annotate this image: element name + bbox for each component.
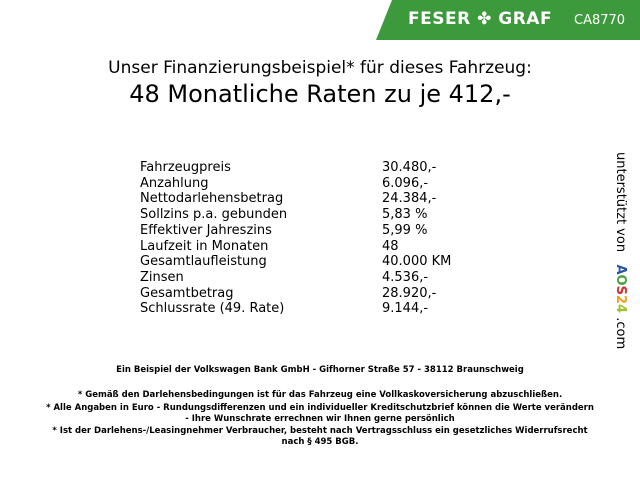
- row-value: 5,99 %: [382, 222, 428, 238]
- row-label: Anzahlung: [140, 175, 209, 191]
- supported-by: unterstützt von AOS24 .com: [613, 152, 628, 349]
- row-value: 28.920,-: [382, 285, 437, 301]
- table-row: Fahrzeugpreis 30.480,-: [140, 160, 451, 176]
- row-label: Gesamtbetrag: [140, 285, 234, 301]
- row-label: Sollzins p.a. gebunden: [140, 207, 288, 223]
- table-row: Laufzeit in Monaten 48: [140, 239, 451, 255]
- row-value: 5,83 %: [382, 207, 428, 223]
- table-row: Effektiver Jahreszins 5,99 %: [140, 223, 451, 239]
- row-label: Schlussrate (49. Rate): [140, 301, 285, 317]
- table-row: Sollzins p.a. gebunden 5,83 %: [140, 207, 451, 223]
- finance-table: Fahrzeugpreis 30.480,- Anzahlung 6.096,- Net…: [140, 160, 451, 317]
- row-label: Nettodarlehensbetrag: [140, 191, 284, 207]
- note-3a: * Ist der Darlehens-/Leasingnehmer Verbr…: [52, 426, 588, 436]
- table-row: Gesamtlaufleistung 40.000 KM: [140, 254, 451, 270]
- header-banner: [376, 0, 640, 40]
- row-label: Fahrzeugpreis: [140, 160, 231, 175]
- table-row: Nettodarlehensbetrag 24.384,-: [140, 191, 451, 207]
- aos24-logo: AOS24: [613, 264, 628, 314]
- row-value: 40.000 KM: [382, 254, 452, 270]
- brand-logo: FESER ✤ GRAF: [408, 9, 553, 29]
- note-3b: nach § 495 BGB.: [281, 437, 359, 447]
- row-label: Effektiver Jahreszins: [140, 222, 272, 238]
- row-label: Laufzeit in Monaten: [140, 238, 269, 254]
- note-1: * Gemäß den Darlehensbedingungen ist für…: [77, 390, 563, 400]
- title: Unser Finanzierungsbeispiel* für dieses …: [108, 58, 532, 78]
- row-value: 9.144,-: [382, 301, 429, 317]
- row-label: Zinsen: [140, 269, 184, 285]
- table-row: Schlussrate (49. Rate) 9.144,-: [140, 301, 451, 317]
- row-value: 4.536,-: [382, 269, 429, 285]
- table-row: Zinsen 4.536,-: [140, 270, 451, 286]
- row-value: 6.096,-: [382, 175, 429, 191]
- note-2b: - Ihre Wunschrate errechnen wir Ihnen ge…: [185, 414, 455, 424]
- supported-by-text: unterstützt von: [613, 152, 628, 253]
- row-label: Gesamtlaufleistung: [140, 254, 267, 270]
- domain-text: .com: [613, 317, 628, 350]
- row-value: 48: [382, 238, 399, 254]
- table-row: Anzahlung 6.096,-: [140, 176, 451, 192]
- rate-headline: 48 Monatliche Raten zu je 412,-: [129, 80, 511, 108]
- table-row: Gesamtbetrag 28.920,-: [140, 286, 451, 302]
- note-2a: * Alle Angaben in Euro - Rundungsdiffere…: [46, 403, 594, 413]
- row-value: 30.480,-: [382, 160, 437, 175]
- vehicle-code: CA8770: [574, 13, 626, 28]
- bank-note: Ein Beispiel der Volkswagen Bank GmbH - …: [116, 365, 524, 375]
- row-value: 24.384,-: [382, 191, 437, 207]
